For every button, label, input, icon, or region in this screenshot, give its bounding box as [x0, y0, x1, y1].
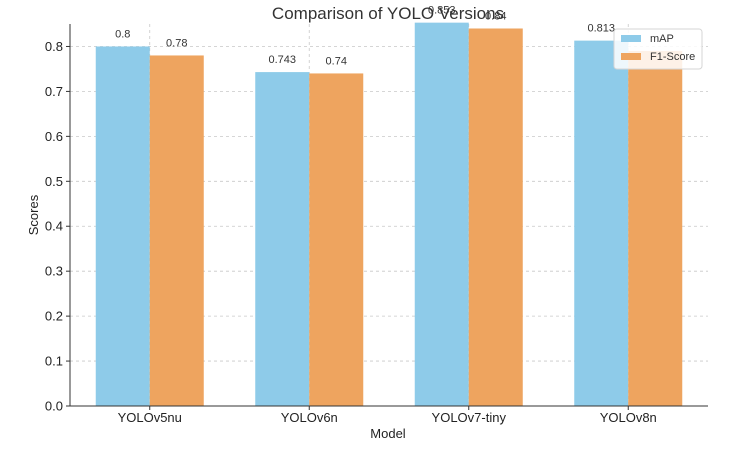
x-tick-label: YOLOv8n: [600, 410, 657, 425]
y-tick-label: 0.5: [45, 174, 63, 189]
data-labels: 0.8 0.743 0.853 0.813 0.78 0.74 0.84: [115, 5, 615, 68]
legend-swatch: [621, 53, 641, 60]
bar-f1-score: [149, 55, 204, 406]
bars: [95, 22, 683, 407]
bar-map: [414, 22, 469, 406]
y-tick-labels: 0.0 0.1 0.2 0.3 0.4 0.5 0.6 0.7 0.8: [45, 39, 63, 414]
y-tick-label: 0.1: [45, 354, 63, 369]
bar-map: [95, 46, 150, 407]
x-tick-labels: YOLOv5nu YOLOv6n YOLOv7-tiny YOLOv8n: [118, 410, 657, 425]
y-axis-label: Scores: [26, 194, 41, 235]
bar-map: [574, 40, 629, 406]
legend: mAP F1-Score: [613, 28, 703, 70]
data-label: 0.743: [268, 54, 296, 66]
data-label: 0.813: [587, 23, 615, 35]
chart-title: Comparison of YOLO Versions: [272, 4, 504, 23]
legend-label: mAP: [650, 33, 674, 45]
data-label: 0.853: [428, 5, 456, 17]
y-tick-label: 0.2: [45, 309, 63, 324]
x-axis-label: Model: [370, 426, 406, 441]
data-label: 0.84: [485, 10, 506, 22]
x-tick-label: YOLOv5nu: [118, 410, 182, 425]
bar-f1-score: [628, 50, 683, 406]
legend-label: F1-Score: [650, 51, 695, 63]
y-tick-label: 0.8: [45, 39, 63, 54]
y-tick-label: 0.4: [45, 219, 63, 234]
legend-swatch: [621, 35, 641, 42]
bar-f1-score: [309, 73, 364, 406]
data-label: 0.78: [166, 37, 187, 49]
y-tick-label: 0.3: [45, 264, 63, 279]
bar-map: [255, 72, 310, 406]
y-tick-label: 0.7: [45, 84, 63, 99]
x-tick-label: YOLOv7-tiny: [432, 410, 507, 425]
axes: [66, 24, 708, 410]
bar-f1-score: [468, 28, 523, 407]
x-tick-label: YOLOv6n: [281, 410, 338, 425]
y-tick-label: 0.6: [45, 129, 63, 144]
data-label: 0.8: [115, 28, 130, 40]
y-tick-label: 0.0: [45, 399, 63, 414]
data-label: 0.74: [326, 55, 347, 67]
